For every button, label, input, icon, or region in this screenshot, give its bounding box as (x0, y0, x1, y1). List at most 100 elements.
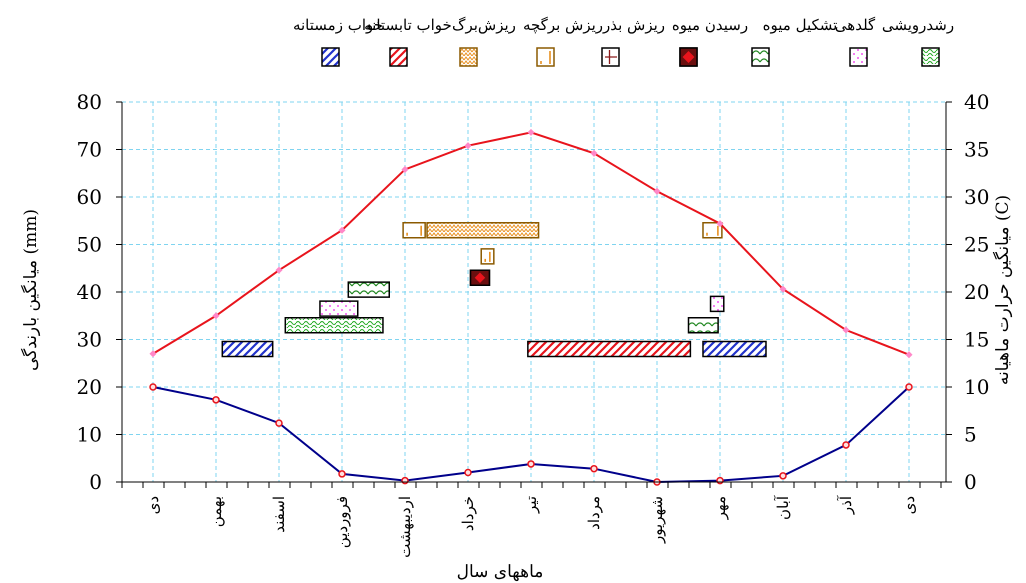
left-tick-label: 60 (77, 185, 102, 209)
phenology-bar-box (709, 295, 725, 313)
phenology-bar (687, 317, 719, 334)
x-tick-label: دی (900, 496, 918, 514)
left-tick-label: 50 (77, 233, 102, 257)
right-tick-label: 20 (964, 280, 989, 304)
right-tick-label: 35 (964, 138, 989, 162)
temperature-point (149, 350, 157, 358)
temperature-point (905, 351, 913, 359)
phenology-bar (480, 248, 495, 265)
phenology-bar-box (426, 222, 540, 239)
precipitation-point (905, 383, 913, 391)
x-tick-label: بهمن (207, 496, 225, 527)
x-tick-label: اسفند (270, 496, 288, 533)
grid (122, 101, 946, 482)
legend-label: ریزش‌برگ (452, 16, 516, 34)
phenology-bar (347, 281, 390, 298)
legend-swatch (601, 47, 620, 67)
legend-label: رسیدن میوه (672, 16, 748, 34)
phenology-bar-box (284, 317, 384, 334)
precipitation-point (338, 470, 346, 478)
legend-swatch-box (536, 47, 555, 67)
legend-swatch-mark (682, 51, 695, 63)
temperature-point (842, 326, 850, 334)
phenology-bar (709, 295, 725, 313)
temperature-point (653, 187, 661, 195)
x-tick-label: آذر (837, 495, 855, 515)
phenology-bar-mark (406, 225, 422, 236)
legend-swatch (849, 47, 868, 67)
legend-swatch-box (321, 47, 340, 67)
legend-swatch (321, 47, 340, 67)
legend-swatch-box (849, 47, 868, 67)
x-axis-label: ماههای سال (457, 562, 544, 582)
left-tick-label: 0 (89, 470, 102, 494)
precipitation-point (716, 476, 724, 485)
series-lines (149, 128, 913, 486)
temperature-point (401, 165, 409, 173)
x-tick-label: اردیبهشت (396, 496, 414, 558)
phenology-bar (319, 300, 359, 317)
precipitation-point (779, 472, 787, 480)
phenology-bar-box (402, 222, 426, 239)
temperature-point (779, 285, 787, 293)
precipitation-point (464, 468, 472, 477)
precipitation-point (275, 419, 283, 427)
temperature-point (212, 312, 220, 320)
left-tick-label: 80 (77, 90, 102, 114)
right-tick-label: 15 (964, 328, 989, 352)
temperature-point (590, 149, 598, 157)
axes: 0 10 20 30 40 50 60 70 80 0 5 10 15 20 25 30 35 40 دی بهمن ا… (77, 90, 990, 558)
legend-swatch (536, 47, 555, 67)
legend-label: خواب زمستانه (293, 16, 383, 34)
precipitation-point (149, 383, 157, 391)
left-tick-label: 30 (77, 328, 102, 352)
phenology-bar-box (319, 300, 359, 317)
phenology-bar (426, 222, 540, 239)
phenology-bar-box (347, 281, 390, 298)
phenology-bar-mark (474, 272, 486, 283)
temperature-point (716, 220, 724, 228)
phenology-bar (402, 222, 426, 239)
legend-swatch (751, 47, 770, 67)
legend-swatch (921, 47, 940, 67)
left-y-axis-label: میانگین بارندگی (mm) (20, 209, 41, 371)
phenology-bar-box (702, 340, 767, 358)
legend-swatch-box (921, 47, 940, 67)
x-tick-label: فروردین (333, 496, 351, 548)
legend-label: خواب تابستانه (364, 16, 452, 34)
phenology-bar-box (687, 317, 719, 334)
legend-swatch (389, 47, 408, 67)
temperature-point (338, 226, 346, 234)
phenology-bar-box (480, 248, 495, 265)
legend-label: رشدرویشی (882, 16, 954, 34)
precipitation-point (401, 476, 409, 485)
left-tick-label: 10 (77, 423, 102, 447)
right-y-axis-label: میانگین حرارت ماهیانه (C) (992, 195, 1013, 385)
temperature-point (527, 128, 535, 136)
legend-swatch-mark (605, 50, 617, 64)
legend-swatch-mark (540, 51, 551, 64)
phenology-bar (221, 340, 274, 358)
x-tick-label: تیر (522, 496, 540, 514)
phenology-bar-mark (484, 251, 491, 262)
x-tick-label: مهر (711, 496, 729, 520)
legend-swatch (679, 47, 698, 67)
right-tick-label: 25 (964, 233, 989, 257)
legend-label: ریزش بذر (602, 16, 665, 34)
legend-label: ریزش برگچه (523, 16, 603, 34)
legend-swatch-box (459, 47, 478, 67)
right-tick-label: 40 (964, 90, 989, 114)
phenology-bar (284, 317, 384, 334)
right-tick-label: 10 (964, 375, 989, 399)
phenology-bar (527, 340, 692, 358)
precipitation-point (527, 460, 535, 468)
left-tick-label: 40 (77, 280, 102, 304)
x-tick-label: دی (144, 496, 162, 514)
right-tick-label: 30 (964, 185, 989, 209)
phenology-bar (702, 222, 723, 239)
temperature-point (275, 266, 283, 274)
precipitation-point (842, 441, 850, 449)
left-tick-label: 70 (77, 138, 102, 162)
x-tick-label: آبان (774, 495, 792, 520)
